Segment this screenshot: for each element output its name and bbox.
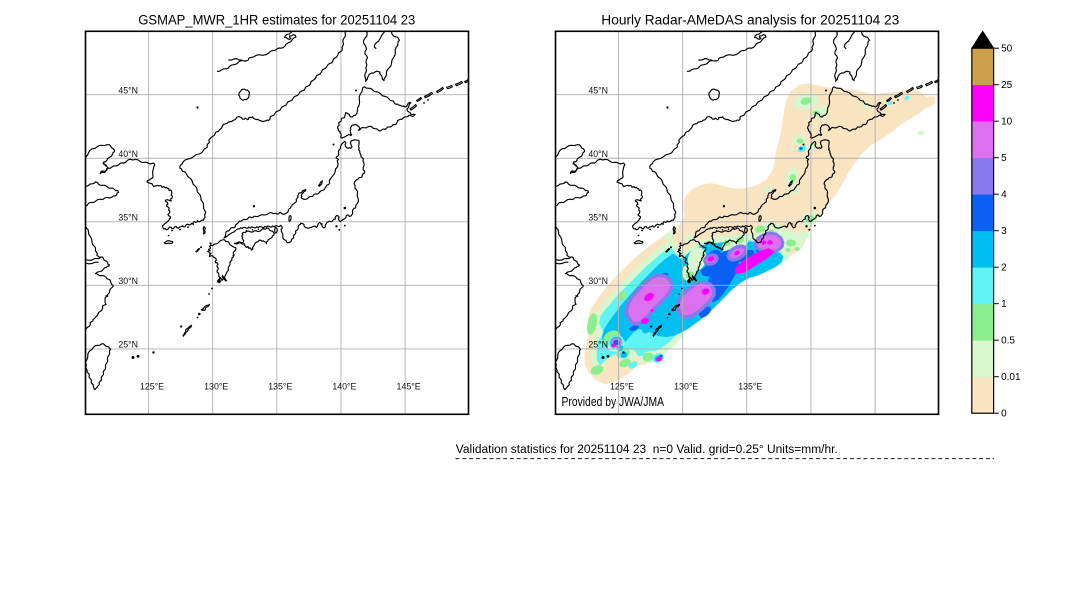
svg-text:4: 4: [1001, 190, 1007, 201]
svg-text:5: 5: [1001, 153, 1007, 164]
svg-text:145°E: 145°E: [397, 382, 421, 392]
svg-text:25°N: 25°N: [588, 340, 608, 350]
svg-text:40°N: 40°N: [588, 149, 608, 159]
svg-text:140°E: 140°E: [332, 382, 356, 392]
svg-text:130°E: 130°E: [204, 382, 228, 392]
svg-text:125°E: 125°E: [140, 382, 164, 392]
svg-text:130°E: 130°E: [674, 382, 698, 392]
svg-text:0.5: 0.5: [1001, 336, 1015, 347]
svg-text:GSMAP_MWR_1HR estimates for 20: GSMAP_MWR_1HR estimates for 20251104 23: [138, 13, 415, 28]
svg-text:25: 25: [1001, 80, 1013, 91]
svg-text:35°N: 35°N: [588, 212, 608, 222]
svg-text:30°N: 30°N: [588, 276, 608, 286]
svg-text:50: 50: [1001, 44, 1013, 55]
svg-text:10: 10: [1001, 117, 1013, 128]
svg-text:40°N: 40°N: [118, 149, 138, 159]
svg-text:135°E: 135°E: [738, 382, 762, 392]
svg-text:45°N: 45°N: [118, 85, 138, 95]
svg-text:135°E: 135°E: [268, 382, 292, 392]
svg-text:Validation statistics for 2025: Validation statistics for 20251104 23 n=…: [456, 444, 838, 456]
svg-text:25°N: 25°N: [118, 340, 138, 350]
svg-text:3: 3: [1001, 226, 1007, 237]
svg-text:1: 1: [1001, 299, 1007, 310]
svg-text:30°N: 30°N: [118, 276, 138, 286]
svg-text:35°N: 35°N: [118, 212, 138, 222]
svg-text:0: 0: [1001, 409, 1007, 420]
svg-text:45°N: 45°N: [588, 85, 608, 95]
svg-text:2: 2: [1001, 263, 1007, 274]
svg-text:Provided by JWA/JMA: Provided by JWA/JMA: [562, 395, 665, 409]
svg-text:0.01: 0.01: [1001, 372, 1021, 383]
svg-text:125°E: 125°E: [610, 382, 634, 392]
svg-text:Hourly Radar-AMeDAS analysis f: Hourly Radar-AMeDAS analysis for 2025110…: [601, 13, 899, 28]
